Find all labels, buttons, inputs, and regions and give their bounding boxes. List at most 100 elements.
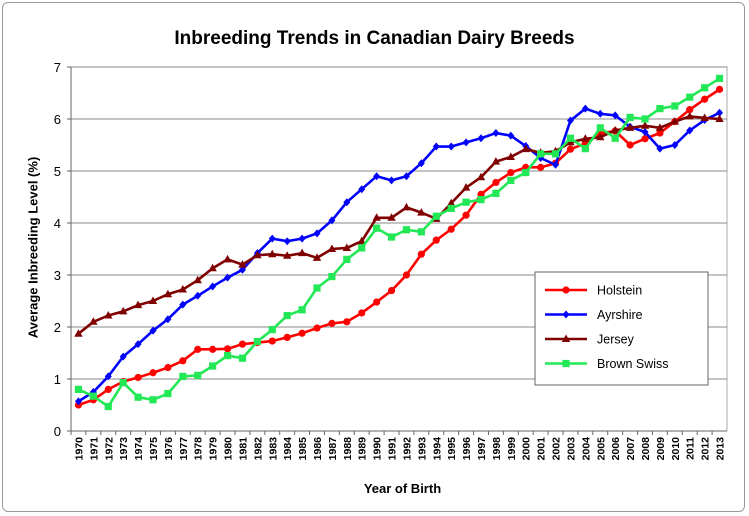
- legend-label: Ayrshire: [597, 308, 643, 322]
- x-tick-label: 1989: [357, 437, 369, 461]
- data-point-jersey: [133, 300, 143, 309]
- data-point-brown-swiss: [492, 189, 500, 197]
- data-point-holstein: [537, 163, 545, 171]
- data-point-holstein: [134, 373, 142, 382]
- x-tick-label: 2001: [536, 437, 548, 461]
- y-tick-label: 5: [54, 164, 61, 179]
- data-point-brown-swiss: [358, 244, 366, 252]
- x-tick-label: 2009: [655, 437, 667, 461]
- data-point-brown-swiss: [641, 115, 649, 123]
- legend-label: Brown Swiss: [597, 357, 669, 371]
- data-point-jersey: [596, 132, 605, 141]
- legend-marker: [562, 359, 570, 368]
- data-point-jersey: [282, 251, 292, 259]
- data-point-jersey: [268, 249, 277, 258]
- data-point-brown-swiss: [626, 113, 634, 122]
- data-point-brown-swiss: [447, 204, 455, 213]
- data-point-ayrshire: [402, 172, 410, 181]
- x-tick-label: 2004: [580, 437, 592, 461]
- data-point-jersey: [193, 275, 202, 284]
- data-point-ayrshire: [686, 126, 694, 135]
- data-point-ayrshire: [224, 273, 232, 282]
- x-tick-label: 2006: [610, 437, 622, 461]
- data-point-ayrshire: [447, 142, 455, 151]
- data-point-brown-swiss: [686, 93, 694, 101]
- data-point-jersey: [238, 260, 247, 268]
- x-axis-label: Year of Birth: [363, 481, 442, 496]
- data-point-brown-swiss: [223, 352, 232, 360]
- data-point-ayrshire: [641, 128, 649, 136]
- x-tick-label: 1973: [118, 437, 130, 461]
- legend-item-ayrshire: Ayrshire: [545, 308, 643, 322]
- data-point-ayrshire: [566, 116, 574, 125]
- x-tick-label: 2013: [715, 437, 727, 461]
- data-point-brown-swiss: [253, 337, 261, 346]
- data-point-jersey: [670, 117, 680, 125]
- data-point-brown-swiss: [298, 306, 306, 314]
- data-point-brown-swiss: [507, 176, 515, 184]
- legend-item-holstein: Holstein: [545, 284, 642, 298]
- data-point-holstein: [432, 236, 440, 244]
- data-point-holstein: [194, 345, 202, 353]
- data-point-ayrshire: [656, 144, 664, 153]
- data-point-ayrshire: [74, 397, 82, 406]
- data-point-ayrshire: [462, 138, 470, 147]
- data-point-ayrshire: [134, 340, 142, 349]
- data-point-brown-swiss: [387, 233, 396, 241]
- x-tick-label: 1985: [297, 437, 309, 461]
- data-point-jersey: [104, 311, 113, 319]
- legend: Holstein Ayrshire Jersey Brown Swiss: [534, 271, 709, 386]
- data-point-brown-swiss: [671, 102, 679, 110]
- data-point-holstein: [343, 318, 351, 326]
- data-point-holstein: [417, 250, 425, 258]
- data-point-ayrshire: [611, 111, 619, 120]
- x-tick-label: 1971: [88, 437, 100, 461]
- data-point-holstein: [104, 385, 112, 393]
- data-point-holstein: [149, 369, 157, 377]
- y-tick-label: 4: [54, 216, 61, 231]
- x-tick-label: 1994: [431, 437, 443, 461]
- data-point-ayrshire: [149, 326, 157, 335]
- data-point-ayrshire: [283, 237, 291, 246]
- y-tick-label: 3: [54, 268, 61, 283]
- series-ayrshire: [74, 104, 724, 406]
- data-point-jersey: [342, 243, 352, 251]
- data-point-brown-swiss: [373, 224, 381, 232]
- data-point-ayrshire: [194, 291, 202, 300]
- data-point-brown-swiss: [313, 284, 321, 292]
- data-point-jersey: [700, 113, 709, 121]
- data-point-jersey: [163, 289, 173, 298]
- data-point-brown-swiss: [715, 74, 724, 83]
- legend-marker: [562, 310, 570, 319]
- data-point-brown-swiss: [134, 393, 142, 401]
- data-point-holstein: [283, 333, 291, 341]
- data-point-holstein: [328, 319, 336, 327]
- y-tick-label: 7: [54, 60, 61, 75]
- data-point-jersey: [372, 213, 381, 221]
- data-point-jersey: [312, 253, 322, 261]
- data-point-jersey: [491, 157, 501, 165]
- data-point-holstein: [656, 129, 664, 137]
- data-point-brown-swiss: [611, 134, 619, 142]
- data-point-brown-swiss: [119, 379, 127, 387]
- data-point-brown-swiss: [462, 198, 470, 206]
- data-point-ayrshire: [358, 185, 366, 194]
- data-point-ayrshire: [268, 234, 276, 243]
- x-tick-label: 2012: [700, 437, 712, 461]
- x-tick-label: 2000: [521, 437, 533, 461]
- x-tick-label: 2007: [625, 437, 637, 461]
- data-point-jersey: [715, 114, 724, 122]
- data-point-brown-swiss: [209, 362, 217, 370]
- data-point-jersey: [625, 123, 635, 131]
- data-point-jersey: [208, 263, 217, 272]
- data-point-holstein: [402, 271, 411, 279]
- data-point-ayrshire: [388, 176, 396, 185]
- y-tick-label: 0: [54, 424, 61, 439]
- data-point-holstein: [164, 363, 172, 372]
- x-tick-label: 1980: [223, 437, 235, 461]
- x-tick-label: 2011: [685, 437, 697, 460]
- x-tick-label: 1997: [476, 437, 488, 461]
- x-tick-label: 1990: [372, 437, 384, 461]
